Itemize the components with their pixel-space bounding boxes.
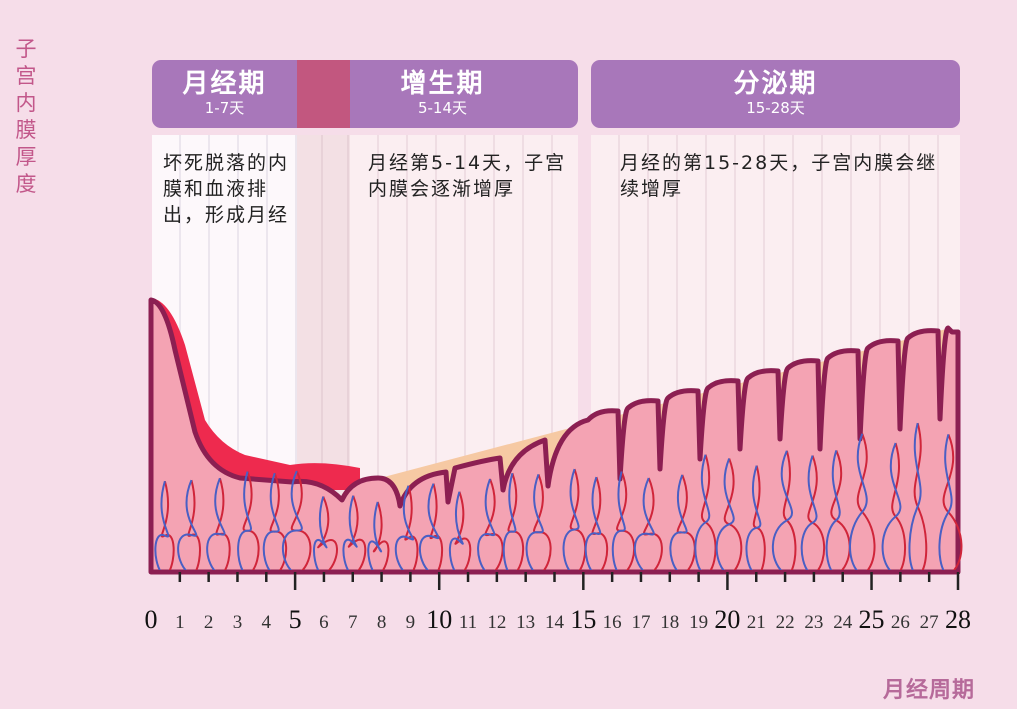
vein-line <box>502 472 517 573</box>
x-tick-label: 2 <box>204 612 214 633</box>
vein-line <box>938 434 953 573</box>
x-tick-label: 5 <box>289 605 302 634</box>
overlap-stripe <box>297 60 350 128</box>
phase-name-secretory: 分泌期 <box>733 69 818 99</box>
proliferative-description: 月经第5-14天，子宫内膜会逐渐增厚 <box>368 152 567 200</box>
x-tick-label: 1 <box>175 612 185 633</box>
vein-line <box>584 476 602 573</box>
x-tick-label: 18 <box>660 612 679 633</box>
secretory-description: 月经的第15-28天，子宫内膜会继续增厚 <box>620 152 938 200</box>
vein-line <box>237 471 252 573</box>
x-tick-label: 10 <box>426 605 452 634</box>
x-tick-label: 16 <box>603 612 622 633</box>
x-tick-label: 12 <box>487 612 506 633</box>
x-tick-label: 3 <box>233 612 243 633</box>
vein-line <box>448 491 464 573</box>
phase-header-menstrual-proliferative: 月经期 1-7天 增生期 5-14天 <box>152 60 578 128</box>
vein-line <box>715 458 735 573</box>
vein-line <box>525 474 544 573</box>
vein-line <box>367 501 383 573</box>
x-tick-label: 26 <box>891 612 910 633</box>
blood-vessels <box>154 422 963 573</box>
x-tick-label: 14 <box>545 612 565 633</box>
vein-line <box>418 483 440 573</box>
vein-line <box>394 485 415 573</box>
vein-line <box>206 477 226 573</box>
x-tick-label: 27 <box>920 612 939 633</box>
phase-header-secretory: 分泌期 15-28天 <box>591 60 960 128</box>
x-tick-label: 25 <box>859 605 885 634</box>
x-axis-tick-labels: 0 1 2 3 4 5 6 7 8 9 10 11 12 13 14 15 16 17 18 19 20 21 22 23 24… <box>145 605 972 634</box>
vein-line <box>262 472 280 573</box>
vein-line <box>477 478 496 573</box>
phase-name-menstrual: 月经期 <box>182 69 267 99</box>
vein-line <box>281 470 303 573</box>
vein-line <box>313 496 328 573</box>
vein-line <box>694 454 711 573</box>
x-tick-label: 4 <box>262 612 272 633</box>
x-tick-label: 8 <box>377 612 387 633</box>
phase-name-proliferative: 增生期 <box>400 69 485 99</box>
phase-days-proliferative: 5-14天 <box>417 99 468 117</box>
vein-line <box>771 450 793 573</box>
y-axis-label: 子宫内膜厚度 <box>15 37 37 196</box>
vein-line <box>154 480 170 573</box>
vein-line <box>611 471 626 573</box>
x-tick-label: 24 <box>833 612 853 633</box>
phase-days-secretory: 15-28天 <box>746 99 805 117</box>
endometrium-tissue <box>148 297 961 575</box>
vein-line <box>745 465 762 573</box>
vein-line <box>825 450 841 573</box>
x-tick-label: 0 <box>145 605 158 634</box>
x-tick-label: 28 <box>945 605 971 634</box>
x-tick-label: 9 <box>406 612 416 633</box>
x-tick-label: 19 <box>689 612 708 633</box>
vein-line <box>342 495 358 573</box>
vein-line <box>669 474 688 573</box>
x-tick-label: 13 <box>516 612 535 633</box>
x-axis-label: 月经周期 <box>882 678 975 703</box>
vein-line <box>849 433 868 573</box>
phase-days-menstrual: 1-7天 <box>204 99 245 117</box>
x-tick-label: 20 <box>714 605 740 634</box>
x-tick-label: 7 <box>348 612 358 633</box>
x-tick-label: 15 <box>570 605 596 634</box>
vein-line <box>177 479 198 573</box>
vein-line <box>908 422 922 573</box>
vein-line <box>881 442 902 573</box>
x-tick-label: 17 <box>631 612 650 633</box>
menstrual-description: 坏死脱落的内膜和血液排出，形成月经 <box>163 152 290 226</box>
x-tick-label: 23 <box>804 612 823 633</box>
x-tick-label: 22 <box>776 612 795 633</box>
x-tick-label: 21 <box>747 612 766 633</box>
vein-line <box>800 455 818 573</box>
vein-line <box>562 468 580 573</box>
x-axis-ticks <box>178 572 960 590</box>
x-tick-label: 6 <box>319 612 329 633</box>
vein-line <box>633 477 655 573</box>
menstrual-blood-layer <box>151 298 360 490</box>
x-tick-label: 11 <box>459 612 477 633</box>
